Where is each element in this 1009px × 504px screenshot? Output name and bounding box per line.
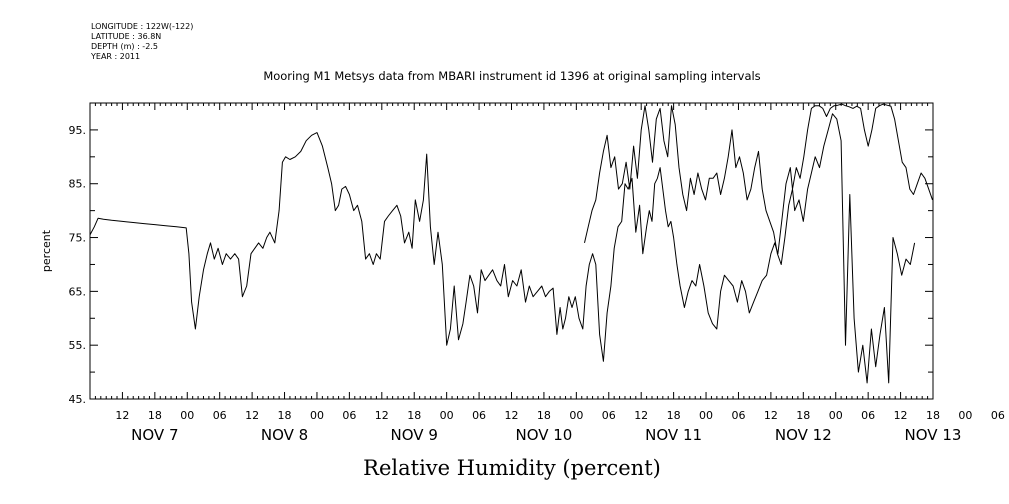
y-tick-label: 95. [69,124,87,137]
day-label: NOV 7 [131,426,178,444]
x-tick-label: 12 [505,409,519,422]
x-tick-label: 12 [115,409,129,422]
day-label: NOV 11 [645,426,702,444]
plot-frame [89,102,934,400]
y-tick-label: 65. [69,285,87,298]
x-tick-label: 12 [764,409,778,422]
depth-label: DEPTH (m) : -2.5 [91,42,158,51]
x-tick-label: 00 [699,409,713,422]
day-label: NOV 12 [775,426,832,444]
longitude-label: LONGITUDE : 122W(-122) [91,22,193,31]
y-axis: 45. 55. 65. 75. 85. 95. [69,102,933,406]
x-tick-label: 06 [731,409,745,422]
series-line-2 [584,103,933,265]
x-tick-label: 00 [569,409,583,422]
x-tick-label: 06 [472,409,486,422]
x-tick-label: 18 [278,409,292,422]
x-tick-label: 00 [440,409,454,422]
y-tick-label: 55. [69,339,87,352]
x-tick-label: 06 [602,409,616,422]
day-label: NOV 13 [905,426,962,444]
x-tick-label: 06 [342,409,356,422]
y-axis-label: percent [40,229,53,272]
series-group [89,103,933,384]
latitude-label: LATITUDE : 36.8N [91,32,161,41]
day-label: NOV 8 [261,426,308,444]
chart-title: Mooring M1 Metsys data from MBARI instru… [263,69,760,83]
x-tick-label: 12 [894,409,908,422]
x-tick-label: 12 [245,409,259,422]
day-label: NOV 10 [515,426,572,444]
x-axis: 12 18 00 06 12 18 00 06 12 18 00 06 12 18 00 06 12 18 00 06… [89,103,1005,444]
x-tick-label: 18 [148,409,162,422]
x-tick-label: 18 [667,409,681,422]
series-line-1 [89,113,916,384]
x-tick-label: 00 [829,409,843,422]
y-tick-label: 45. [69,393,87,406]
x-tick-label: 18 [926,409,940,422]
x-tick-label: 12 [634,409,648,422]
y-tick-label: 75. [69,232,87,245]
x-tick-label: 00 [310,409,324,422]
x-tick-label: 06 [861,409,875,422]
x-tick-label: 12 [375,409,389,422]
x-tick-label: 18 [796,409,810,422]
x-tick-label: 06 [213,409,227,422]
day-label: NOV 9 [391,426,438,444]
y-tick-label: 85. [69,178,87,191]
x-tick-label: 18 [407,409,421,422]
x-axis-label: Relative Humidity (percent) [363,456,661,480]
x-tick-label: 00 [180,409,194,422]
year-label: YEAR : 2011 [90,52,140,61]
x-tick-label: 06 [991,409,1005,422]
x-tick-label: 18 [537,409,551,422]
x-tick-label: 00 [958,409,972,422]
